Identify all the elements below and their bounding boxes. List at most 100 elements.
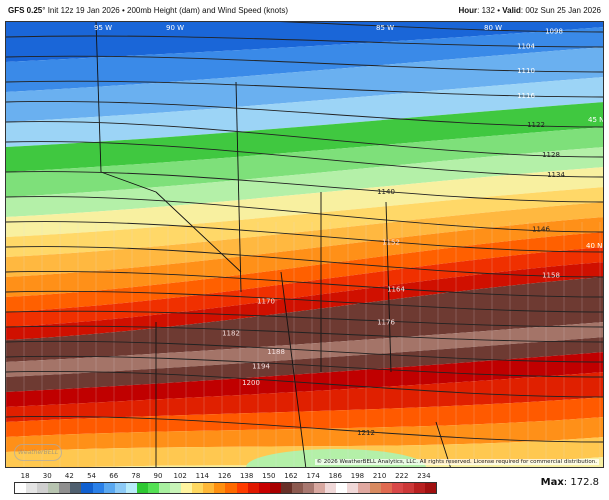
height-contour [6, 370, 603, 398]
hour-value: 132 [481, 6, 495, 15]
colorbar-label: 66 [109, 472, 119, 480]
graticule-label: 85 W [376, 24, 394, 32]
height-contour [6, 196, 603, 233]
weatherbell-logo: WeatherBELL [14, 444, 63, 461]
colorbar-label: 162 [284, 472, 298, 480]
colorbar-cell [369, 483, 381, 493]
colorbar-cell [380, 483, 392, 493]
contour-label: 1164 [387, 285, 405, 293]
contour-label: 1140 [377, 188, 395, 196]
colorbar-cell [303, 483, 315, 493]
max-value: 172.8 [570, 477, 599, 488]
colorbar-cell [159, 483, 171, 493]
colorbar-cell [391, 483, 403, 493]
colorbar-label: 90 [153, 472, 163, 480]
height-contour [6, 80, 603, 98]
weather-map: 1098 1104 1110 1116 1122 1128 1134 1140 1146 1152… [5, 21, 604, 468]
colorbar-cell [358, 483, 370, 493]
height-contour [6, 355, 603, 378]
max-label: Max [540, 477, 564, 488]
colorbar-label: 54 [87, 472, 97, 480]
colorbar-cell [314, 483, 326, 493]
contour-label: 1188 [267, 348, 285, 356]
height-contour [6, 270, 603, 298]
state-border [235, 81, 242, 293]
contour-label: 1194 [252, 363, 270, 371]
colorbar-label: 150 [262, 472, 276, 480]
contour-label: 1200 [242, 379, 260, 387]
colorbar-cell [203, 483, 215, 493]
colorbar-cell [147, 483, 160, 493]
state-border [100, 171, 157, 193]
height-contour [6, 415, 603, 443]
colorbar-cell [92, 483, 104, 493]
colorbar-cell [125, 483, 137, 493]
contour-label: 1152 [382, 238, 400, 246]
contour-label: 1170 [257, 298, 275, 306]
colorbar-cell [26, 483, 38, 493]
wind-speed-band [6, 352, 603, 407]
wind-speed-band [6, 217, 603, 297]
wind-speed-band [6, 22, 603, 62]
state-border [155, 191, 242, 273]
height-contour [6, 310, 603, 328]
colorbar-label: 102 [173, 472, 187, 480]
colorbar-label: 198 [350, 472, 365, 480]
separator: • [121, 6, 125, 15]
colorbar-cell [347, 483, 359, 493]
colorbar-label: 18 [20, 472, 30, 480]
init-time: Init 12z 19 Jan 2026 [47, 6, 120, 15]
copyright-notice: © 2026 WeatherBELL Analytics, LLC. All r… [314, 459, 599, 465]
colorbar-label: 126 [217, 472, 232, 480]
contour-label: 1122 [527, 121, 545, 129]
degree-symbol: ° [42, 6, 46, 15]
contour-label: 1128 [542, 151, 560, 159]
graticule-label: 45 N [588, 116, 604, 124]
hour-label: Hour [458, 6, 478, 15]
colorbar-label: 138 [239, 472, 254, 480]
colorbar-cell [81, 483, 93, 493]
colorbar-cell [236, 483, 248, 493]
colorbar-cell [59, 483, 71, 493]
colorbar-cell [214, 483, 226, 493]
contour-label: 1158 [542, 271, 560, 279]
colorbar-cell [136, 483, 148, 493]
colorbar-cell [413, 483, 425, 493]
colorbar-label: 42 [64, 472, 74, 480]
state-border [385, 201, 392, 373]
wind-speed-band [6, 47, 603, 122]
colorbar-label: 186 [328, 472, 342, 480]
state-border [280, 271, 307, 467]
height-contour [6, 141, 603, 178]
contour-label: 1110 [517, 67, 535, 75]
wind-speed-band [6, 397, 603, 437]
wind-speed-band [6, 187, 603, 257]
colorbar-cell [181, 483, 193, 493]
colorbar-cell [424, 483, 436, 493]
colorbar-labels: 18 30 42 54 66 78 90 102 114 126 138 150 162 174 186 19… [14, 472, 435, 482]
contour-label: 1182 [222, 330, 240, 338]
map-title: GFS 0.25° Init 12z 19 Jan 2026 • 200mb H… [8, 6, 288, 15]
separator: • [497, 6, 500, 15]
contour-label: 1134 [547, 171, 565, 179]
wind-speed-band [6, 77, 603, 147]
colorbar-cell [70, 483, 82, 493]
contour-label: 1098 [545, 28, 563, 36]
height-contour [6, 55, 603, 73]
state-border [95, 22, 102, 173]
valid-label: Valid [502, 6, 521, 15]
contour-label: 1212 [357, 429, 375, 437]
graticule-label: 80 W [484, 24, 502, 32]
contour-label: 1176 [377, 319, 395, 327]
colorbar-label: 78 [131, 472, 141, 480]
graticule-label: 95 W [94, 24, 112, 32]
colorbar-cell [402, 483, 414, 493]
model-name: GFS 0.25 [8, 6, 43, 15]
wind-speed-band [6, 147, 603, 217]
colorbar-cell [48, 483, 60, 493]
graticule-label: 40 N [586, 242, 602, 250]
colorbar-cell [280, 483, 292, 493]
contour-label: 1104 [517, 43, 535, 51]
height-contour [6, 290, 603, 313]
wind-speed-band [6, 337, 603, 392]
